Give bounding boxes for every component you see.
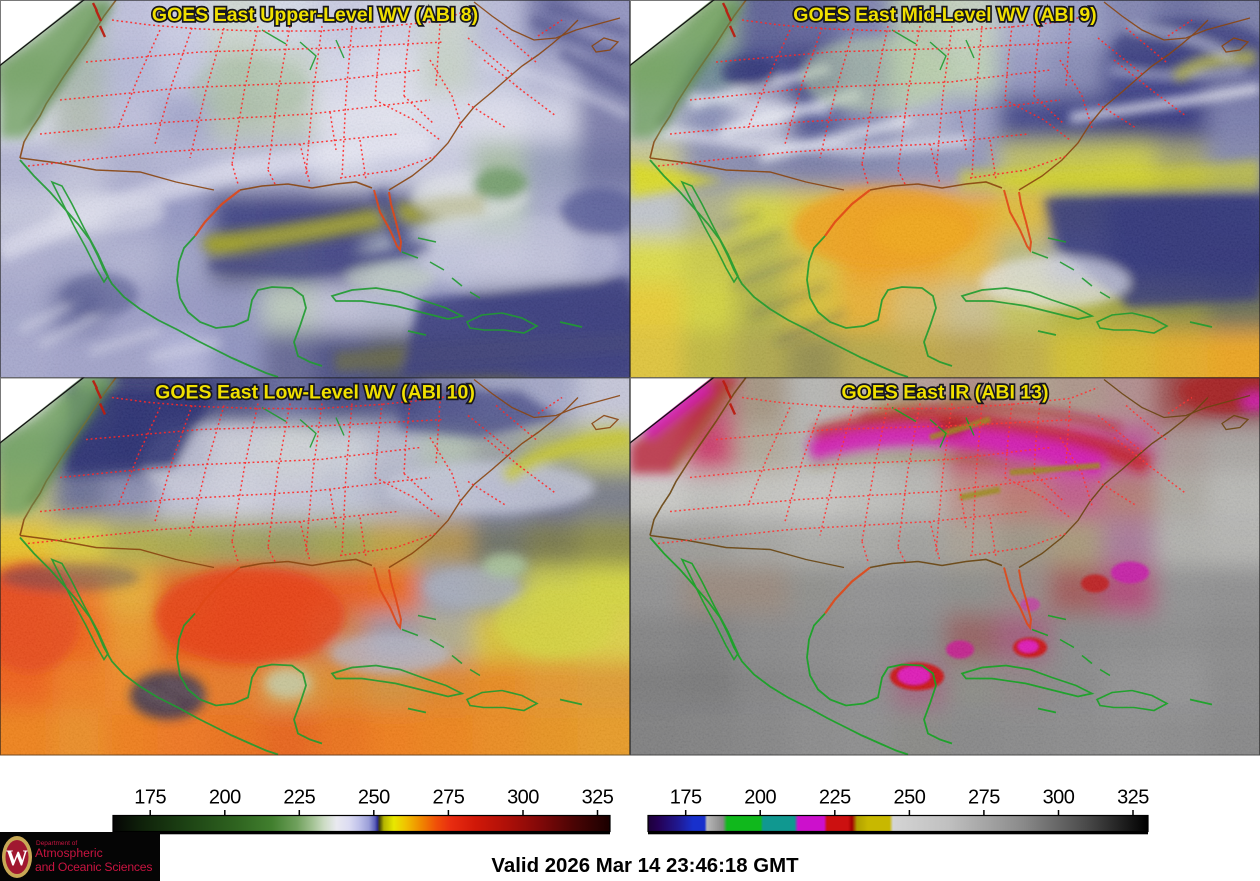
svg-text:Atmospheric: Atmospheric (35, 846, 103, 860)
svg-text:175: 175 (134, 787, 166, 809)
svg-text:GOES East Upper-Level WV (ABI: GOES East Upper-Level WV (ABI 8) (152, 4, 478, 26)
svg-text:325: 325 (582, 787, 614, 809)
svg-text:and Oceanic Sciences: and Oceanic Sciences (35, 860, 152, 874)
svg-text:300: 300 (1043, 787, 1075, 809)
svg-text:325: 325 (1117, 787, 1149, 809)
svg-text:GOES East Mid-Level WV (ABI 9): GOES East Mid-Level WV (ABI 9) (793, 4, 1096, 26)
svg-text:W: W (6, 845, 28, 870)
svg-text:Valid 2026 Mar 14 23:46:18 GMT: Valid 2026 Mar 14 23:46:18 GMT (491, 855, 799, 877)
svg-text:200: 200 (209, 787, 241, 809)
svg-text:275: 275 (432, 787, 464, 809)
svg-text:275: 275 (968, 787, 1000, 809)
svg-text:300: 300 (507, 787, 539, 809)
svg-text:250: 250 (358, 787, 390, 809)
svg-text:175: 175 (670, 787, 702, 809)
svg-text:Department of: Department of (36, 840, 77, 847)
svg-text:200: 200 (744, 787, 776, 809)
svg-text:GOES East Low-Level WV (ABI 10: GOES East Low-Level WV (ABI 10) (155, 382, 475, 404)
svg-text:225: 225 (283, 787, 315, 809)
svg-text:GOES East IR (ABI 13): GOES East IR (ABI 13) (842, 382, 1049, 404)
svg-text:250: 250 (893, 787, 925, 809)
svg-text:225: 225 (819, 787, 851, 809)
